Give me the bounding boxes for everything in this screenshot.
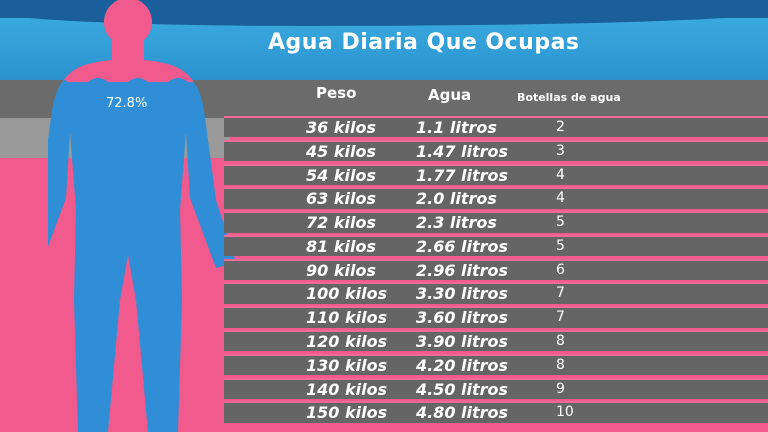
peso-cell: 81 kilos: [306, 236, 376, 256]
peso-cell: 100 kilos: [306, 284, 388, 304]
botellas-cell: 7: [556, 309, 565, 326]
agua-cell: 1.77 litros: [416, 165, 509, 185]
table-row: 120 kilos 3.90 litros 8: [224, 330, 768, 352]
table-row: 100 kilos 3.30 litros 7: [224, 282, 768, 304]
column-header-peso: Peso: [316, 84, 357, 102]
agua-cell: 4.50 litros: [416, 379, 509, 399]
table-row: 72 kilos 2.3 litros 5: [224, 211, 768, 233]
botellas-cell: 7: [556, 285, 565, 302]
agua-cell: 3.60 litros: [416, 308, 509, 328]
agua-cell: 2.3 litros: [416, 213, 497, 233]
table-row: 36 kilos 1.1 litros 2: [224, 116, 768, 138]
botellas-cell: 8: [556, 356, 565, 373]
botellas-cell: 2: [556, 119, 565, 135]
agua-cell: 3.90 litros: [416, 332, 509, 352]
peso-cell: 63 kilos: [306, 189, 376, 209]
peso-cell: 36 kilos: [306, 118, 376, 137]
peso-cell: 130 kilos: [306, 355, 388, 375]
botellas-cell: 4: [556, 190, 565, 207]
agua-cell: 4.80 litros: [416, 403, 509, 423]
botellas-cell: 5: [556, 214, 565, 231]
botellas-cell: 3: [556, 142, 565, 159]
table-row: 81 kilos 2.66 litros 5: [224, 234, 768, 257]
table-row: 150 kilos 4.80 litros 10: [224, 401, 768, 423]
water-percent-label: 72.8%: [106, 96, 148, 111]
agua-cell: 2.96 litros: [416, 260, 509, 280]
table-row: 90 kilos 2.96 litros 6: [224, 258, 768, 281]
agua-cell: 3.30 litros: [416, 284, 509, 304]
botellas-cell: 6: [556, 261, 565, 278]
peso-cell: 72 kilos: [306, 213, 376, 233]
table-row: 63 kilos 2.0 litros 4: [224, 187, 768, 209]
table-row: 130 kilos 4.20 litros 8: [224, 353, 768, 376]
botellas-cell: 4: [556, 166, 565, 183]
peso-cell: 110 kilos: [306, 308, 388, 328]
column-header-agua: Agua: [428, 86, 472, 104]
table-row: 110 kilos 3.60 litros 7: [224, 306, 768, 328]
agua-cell: 2.66 litros: [416, 236, 509, 256]
table-row: 54 kilos 1.77 litros 4: [224, 163, 768, 185]
table-row: 140 kilos 4.50 litros 9: [224, 377, 768, 399]
peso-cell: 150 kilos: [306, 403, 388, 423]
page-title: Agua Diaria Que Ocupas: [268, 30, 580, 55]
agua-cell: 2.0 litros: [416, 189, 497, 209]
botellas-cell: 8: [556, 333, 565, 350]
peso-cell: 120 kilos: [306, 332, 388, 352]
botellas-cell: 5: [556, 237, 565, 254]
peso-cell: 45 kilos: [306, 141, 376, 161]
agua-cell: 4.20 litros: [416, 355, 509, 375]
peso-cell: 140 kilos: [306, 379, 388, 399]
agua-cell: 1.1 litros: [416, 118, 497, 137]
water-table: 36 kilos 1.1 litros 2 45 kilos 1.47 litros 3…: [224, 116, 768, 425]
human-silhouette-icon: [48, 0, 236, 432]
agua-cell: 1.47 litros: [416, 141, 509, 161]
peso-cell: 54 kilos: [306, 165, 376, 185]
column-header-botellas: Botellas de agua: [517, 91, 621, 104]
table-row: 45 kilos 1.47 litros 3: [224, 139, 768, 162]
botellas-cell: 10: [556, 404, 574, 421]
peso-cell: 90 kilos: [306, 260, 376, 280]
botellas-cell: 9: [556, 380, 565, 397]
